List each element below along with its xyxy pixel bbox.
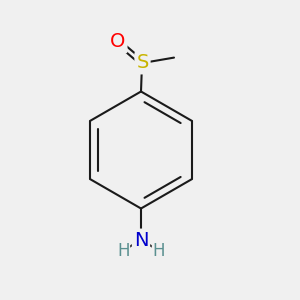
Text: S: S: [136, 53, 149, 73]
Text: H: H: [153, 242, 165, 260]
Text: H: H: [117, 242, 129, 260]
Text: O: O: [110, 32, 126, 52]
Text: N: N: [134, 230, 148, 250]
